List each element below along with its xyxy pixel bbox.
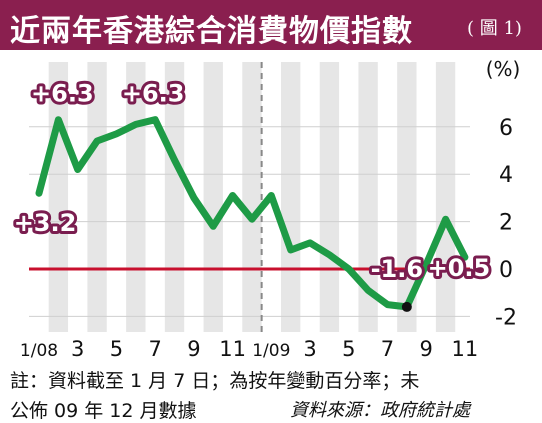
x-tick-label: 3 (71, 337, 84, 361)
background-band (203, 62, 223, 332)
x-tick-label: 11 (452, 337, 479, 361)
x-tick-label: 11 (219, 337, 246, 361)
background-band (281, 62, 301, 332)
data-labels: +3.2 +6.3 +6.3 -1.6 +0.5 (11, 77, 494, 286)
background-band (242, 62, 262, 332)
unit-label: (%) (486, 57, 521, 81)
y-tick-label: 6 (499, 116, 513, 141)
x-tick-label: 1/09 (252, 341, 290, 361)
line-chart: 6 4 2 0 -2 (%) +3.2 +6.3 +6.3 -1.6 +0.5 1/08 3 5 7 9… (11, 57, 521, 361)
y-tick-label: 2 (499, 211, 513, 236)
header-bar: 近兩年香港綜合消費物價指數 ( 圖 1) (0, 0, 542, 50)
data-label: +6.3 (122, 80, 185, 108)
footnote-line-1: 註：資料截至 1 月 7 日；為按年變動百分率；未 (10, 370, 420, 392)
y-tick-label: -2 (495, 305, 517, 330)
source-note: 資料來源：政府統計處 (290, 400, 470, 421)
x-tick-label: 7 (381, 337, 394, 361)
background-band (319, 62, 340, 332)
series-line (35, 116, 469, 311)
figure-reference: ( 圖 1) (467, 18, 522, 39)
y-tick-labels: 6 4 2 0 -2 (495, 116, 517, 331)
x-tick-label: 5 (110, 337, 123, 361)
x-tick-labels: 1/08 3 5 7 9 11 1/09 3 5 7 9 11 (20, 337, 478, 361)
y-tick-label: 4 (499, 163, 513, 188)
x-tick-label: 1/08 (20, 341, 58, 361)
x-tick-label: 9 (187, 337, 200, 361)
data-label: +6.3 (31, 80, 94, 108)
data-label: -1.6 (371, 255, 423, 283)
chart-title: 近兩年香港綜合消費物價指數 (10, 14, 413, 49)
data-label: +0.5 (428, 254, 491, 282)
x-tick-label: 3 (303, 337, 316, 361)
highlight-point (401, 301, 412, 312)
x-tick-label: 7 (148, 337, 161, 361)
footnote-line-2: 公佈 09 年 12 月數據 (10, 400, 197, 422)
background-band (164, 62, 185, 332)
y-tick-label: 0 (499, 258, 513, 283)
data-label: +3.2 (14, 209, 77, 237)
background-band (435, 62, 456, 332)
background-bands (48, 62, 456, 332)
background-band (397, 62, 417, 332)
x-tick-label: 9 (420, 337, 433, 361)
x-tick-label: 5 (342, 337, 355, 361)
background-band (87, 62, 107, 332)
background-band (358, 62, 378, 332)
